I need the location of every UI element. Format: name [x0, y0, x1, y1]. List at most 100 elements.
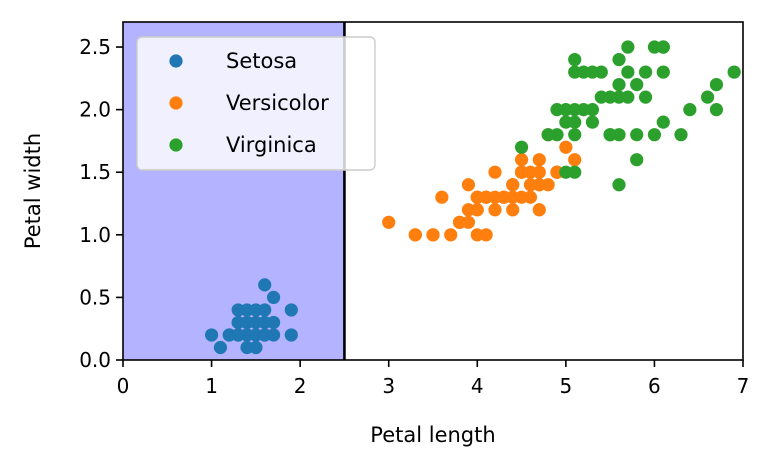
data-point: [240, 315, 254, 330]
y-tick-label: 2.0: [79, 98, 111, 122]
legend-item-virginica: Virginica: [169, 133, 317, 157]
x-tick-label: 2: [294, 374, 307, 398]
series-versicolor: [382, 128, 582, 242]
data-point: [683, 103, 697, 117]
data-point: [231, 303, 245, 317]
data-point: [470, 203, 484, 217]
data-point: [656, 65, 670, 79]
data-point: [506, 203, 520, 217]
data-point: [506, 178, 520, 192]
y-tick-label: 1.5: [79, 160, 111, 184]
plot-frame: [122, 21, 744, 361]
legend-label: Versicolor: [226, 91, 329, 115]
x-tick-label: 1: [205, 374, 218, 398]
data-point: [603, 128, 617, 142]
legend: Setosa Versicolor Virginica: [136, 36, 376, 171]
y-tick-label: 0.0: [79, 348, 111, 372]
y-tick-label: 2.5: [79, 35, 111, 59]
data-point: [612, 178, 626, 192]
x-tick-label: 6: [648, 374, 661, 398]
series-setosa: [204, 278, 298, 355]
data-point: [258, 315, 272, 330]
x-axis-label: Petal length: [370, 423, 495, 447]
data-point: [488, 203, 502, 217]
data-point: [612, 90, 626, 104]
data-point: [638, 90, 653, 104]
data-point: [709, 77, 724, 92]
data-point: [532, 153, 546, 167]
data-point: [647, 128, 662, 142]
data-point: [585, 115, 600, 129]
data-point: [621, 65, 635, 79]
legend-item-versicolor: Versicolor: [169, 91, 329, 115]
data-point: [532, 165, 546, 179]
data-point: [266, 290, 281, 305]
x-tick-label: 4: [471, 374, 484, 398]
data-point: [585, 103, 600, 117]
x-tick-label: 7: [737, 374, 750, 398]
legend-item-setosa: Setosa: [169, 49, 297, 73]
data-point: [568, 128, 582, 142]
data-point: [284, 328, 298, 342]
data-point: [576, 65, 591, 79]
y-tick-label: 0.5: [79, 285, 111, 309]
x-tick-label: 3: [382, 374, 395, 398]
data-point: [550, 103, 564, 117]
data-point: [559, 140, 573, 154]
data-point: [568, 52, 582, 67]
data-point: [258, 328, 272, 342]
data-point: [612, 77, 626, 92]
data-point: [284, 303, 298, 317]
data-point: [656, 115, 670, 129]
legend-marker: [169, 54, 183, 68]
data-point: [435, 190, 449, 204]
data-point: [514, 140, 529, 154]
x-tick-label: 5: [559, 374, 572, 398]
data-point: [426, 228, 440, 242]
data-point: [523, 178, 538, 192]
data-point: [541, 128, 555, 142]
legend-marker: [169, 96, 183, 110]
data-point: [612, 52, 626, 67]
series-virginica: [514, 40, 741, 192]
legend-marker: [169, 138, 183, 152]
legend-box: [136, 36, 376, 171]
data-point: [709, 103, 724, 117]
x-tick-label: 0: [117, 374, 130, 398]
data-point: [452, 215, 467, 229]
data-point: [461, 178, 476, 192]
data-point: [249, 340, 263, 355]
data-point: [497, 190, 511, 204]
data-point: [488, 165, 502, 179]
data-point: [727, 65, 741, 79]
data-point: [630, 153, 644, 167]
data-point: [444, 228, 458, 242]
data-point: [594, 65, 608, 79]
data-point: [382, 215, 396, 229]
data-point: [638, 65, 653, 79]
y-tick-label: 1.0: [79, 223, 111, 247]
data-point: [594, 90, 608, 104]
data-point: [258, 278, 272, 292]
data-point: [514, 153, 529, 167]
data-point: [656, 40, 670, 54]
data-point: [258, 303, 272, 317]
data-point: [523, 190, 538, 204]
data-point: [674, 128, 688, 142]
y-axis-label: Petal width: [21, 133, 45, 249]
data-point: [700, 90, 715, 104]
data-point: [479, 190, 493, 204]
legend-label: Setosa: [226, 49, 297, 73]
data-point: [231, 328, 245, 342]
data-point: [541, 178, 555, 192]
data-point: [532, 203, 546, 217]
data-point: [204, 328, 219, 342]
data-point: [621, 40, 635, 54]
data-point: [514, 165, 529, 179]
data-point: [568, 153, 582, 167]
data-point: [479, 228, 493, 242]
data-point: [408, 228, 422, 242]
data-point: [630, 128, 644, 142]
